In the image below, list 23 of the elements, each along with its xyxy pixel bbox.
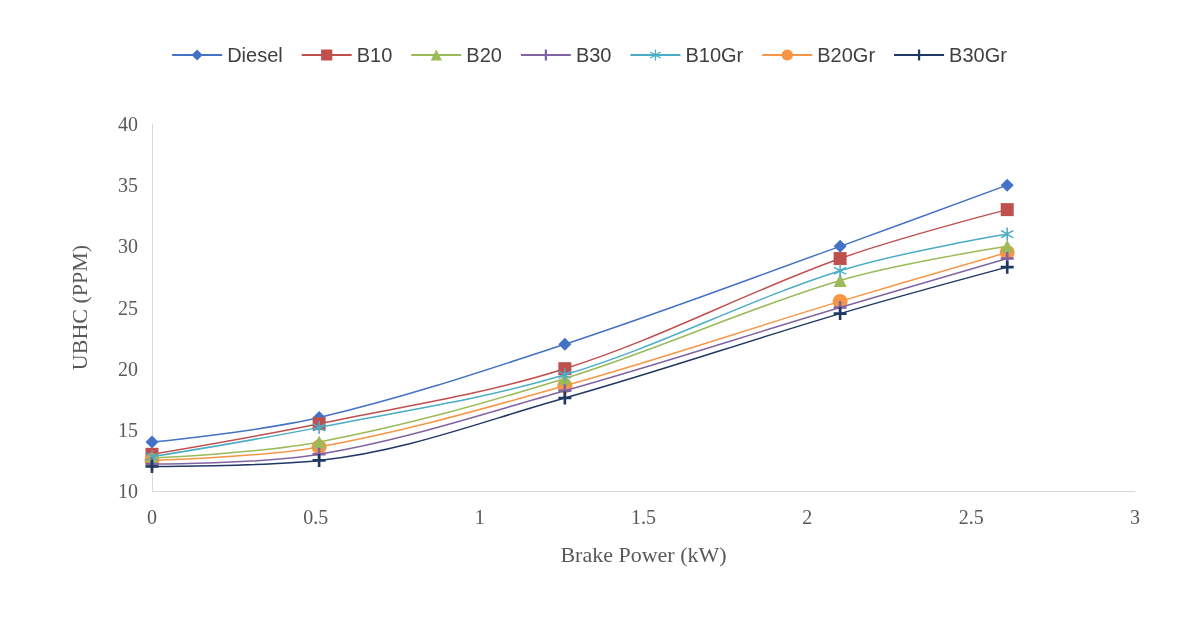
y-tick-label: 35 <box>118 174 138 197</box>
y-tick-label: 10 <box>118 480 138 502</box>
x-tick-label: 0.5 <box>303 506 329 528</box>
legend-label: B10Gr <box>685 44 744 66</box>
legend-label: B20Gr <box>817 44 876 66</box>
y-tick-label: 15 <box>118 418 138 441</box>
x-tick-label: 0 <box>147 506 157 528</box>
x-tick-label: 2 <box>802 506 813 528</box>
y-tick-label: 20 <box>118 357 138 380</box>
x-tick-label: 3 <box>1130 506 1140 528</box>
legend-label: B10 <box>356 44 393 66</box>
y-axis-title: UBHC (PPM) <box>66 244 92 371</box>
legend-label: B30Gr <box>949 44 1008 66</box>
legend-label: Diesel <box>227 44 283 66</box>
x-tick-label: 1.5 <box>631 506 656 528</box>
legend-label: B20 <box>466 44 502 66</box>
x-axis-title: Brake Power (kW) <box>560 541 727 567</box>
y-tick-label: 30 <box>118 235 138 258</box>
legend-label: B30 <box>575 44 612 66</box>
y-tick-label: 40 <box>118 113 138 135</box>
x-tick-label: 1 <box>474 506 485 528</box>
x-tick-label: 2.5 <box>958 506 984 528</box>
y-tick-label: 25 <box>118 296 138 319</box>
